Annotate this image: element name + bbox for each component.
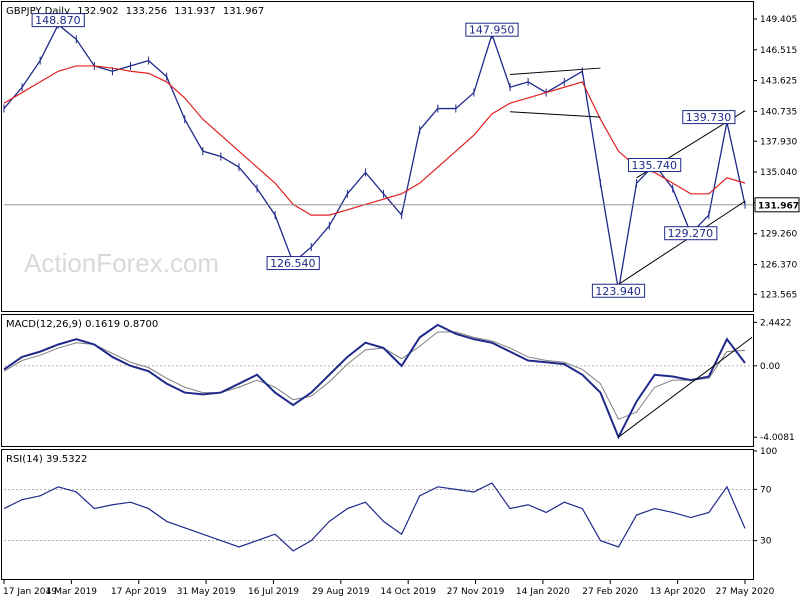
price-y-tick-label: 146.515 (760, 46, 797, 56)
price-y-tick-label: 143.625 (760, 77, 797, 87)
price-annotation-label: 139.730 (686, 111, 732, 124)
price-y-tick-label: 137.930 (760, 137, 797, 147)
price-annotation-box (266, 256, 320, 271)
x-tick-label: 14 Oct 2019 (380, 587, 436, 597)
price-y-tick-label: 140.735 (760, 107, 797, 117)
macd-panel-frame (1, 314, 754, 447)
x-tick-label: 17 Jan 2019 (3, 587, 57, 597)
current-price-tag (754, 197, 800, 213)
price-annotation-box (682, 110, 736, 125)
price-annotation-label: 129.270 (668, 227, 714, 240)
x-tick-label: 27 Nov 2019 (447, 587, 505, 597)
price-panel-frame (1, 1, 754, 312)
price-annotation-label: 126.540 (270, 257, 316, 270)
price-y-tick-label: 126.370 (760, 260, 797, 270)
axes-layer: 149.405 146.515 143.625 140.735 137.930 135.0… (3, 15, 800, 597)
price-annotation-label: 135.740 (632, 159, 678, 172)
symbol-title: GBPJPY Daily (6, 6, 70, 17)
macd-layer (3, 323, 753, 440)
price-annotation-box (31, 13, 85, 28)
price-annotation-box (591, 283, 646, 298)
macd-signal-line (3, 331, 746, 420)
ohlc-high: 133.256 (126, 6, 167, 17)
moving-average-line (3, 65, 746, 216)
rsi-panel-frame (1, 449, 754, 580)
price-y-tick-label: 129.260 (760, 230, 797, 240)
channel-support-line (618, 200, 746, 285)
ohlc-open: 132.902 (77, 6, 118, 17)
rsi-panel-title: RSI(14) 39.5322 (6, 454, 87, 465)
price-annotation-label: 147.950 (469, 24, 515, 37)
macd-trend-line (618, 336, 753, 438)
flag-lower-line (510, 111, 601, 118)
price-y-tick-label: 135.040 (760, 168, 797, 178)
price-annotation-box (628, 158, 682, 173)
macd-y-tick-label: -4.0081 (760, 433, 795, 443)
ohlc-low: 131.937 (174, 6, 215, 17)
rsi-layer (3, 482, 753, 552)
x-tick-label: 31 May 2019 (177, 587, 236, 597)
macd-y-tick-label: 0.00 (760, 362, 780, 372)
price-annotation-box (664, 226, 718, 241)
price-panel-title: GBPJPY Daily 132.902 133.256 131.937 131… (6, 6, 264, 17)
macd-line (3, 323, 746, 440)
x-tick-label: 17 Apr 2019 (111, 587, 167, 597)
rsi-y-tick-label: 100 (760, 447, 777, 457)
x-tick-label: 4 Mar 2019 (46, 587, 98, 597)
rsi-y-tick-label: 30 (760, 537, 772, 547)
x-tick-label: 13 Apr 2020 (650, 587, 706, 597)
price-annotation-label: 148.870 (35, 14, 80, 27)
price-layer: 148.870 147.950 139.730 135.740 129.270 126.5… (3, 13, 753, 298)
macd-panel-title: MACD(12,26,9) 0.1619 0.8700 (6, 319, 158, 330)
watermark-text: ActionForex.com (24, 248, 219, 278)
rsi-line (3, 482, 746, 552)
rsi-y-tick-label: 70 (760, 485, 772, 495)
x-tick-label: 14 Jan 2020 (516, 587, 570, 597)
ohlc-close: 131.967 (223, 6, 264, 17)
macd-y-tick-label: 2.4422 (760, 318, 792, 328)
price-annotation-label: 123.940 (595, 285, 641, 298)
price-y-tick-label: 149.405 (760, 15, 797, 25)
x-tick-label: 29 Aug 2019 (312, 587, 370, 597)
price-series-line (3, 23, 746, 291)
price-annotation-box (465, 22, 519, 37)
x-tick-label: 27 May 2020 (716, 587, 775, 597)
flag-upper-line (510, 67, 601, 75)
x-tick-label: 27 Feb 2020 (582, 587, 638, 597)
x-tick-label: 16 Jul 2019 (248, 587, 299, 597)
current-price-tag-label: 131.967 (758, 201, 799, 211)
price-y-tick-label: 123.565 (760, 290, 797, 300)
